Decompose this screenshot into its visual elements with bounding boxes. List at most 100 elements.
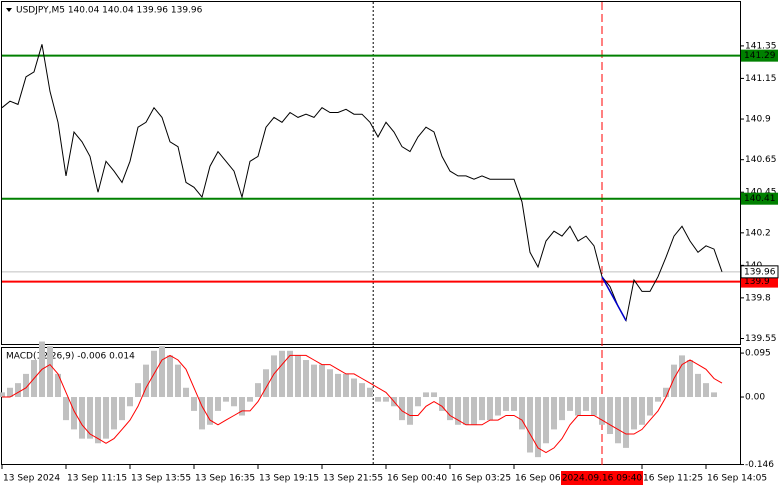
macd-bar (471, 397, 477, 425)
cursor-label: 2024.09.16 09:40 (562, 474, 643, 484)
y-tick-label: 140.65 (745, 155, 777, 165)
macd-bar (55, 373, 61, 398)
macd-bar (567, 397, 573, 411)
x-tick-label: 16 Sep 00:40 (387, 474, 447, 484)
macd-panel (1, 347, 741, 465)
macd-bar (95, 397, 101, 444)
current-price-box (740, 265, 779, 279)
macd-bar (711, 392, 717, 398)
y-tick-label: 141.35 (745, 41, 777, 51)
macd-bar (159, 346, 165, 398)
macd-bar (679, 355, 685, 398)
macd-bar (247, 397, 253, 402)
macd-bar (127, 397, 133, 407)
macd-bar (351, 378, 357, 398)
macd-bar (543, 397, 549, 444)
macd-bar (423, 392, 429, 398)
macd-bar (455, 397, 461, 425)
macd-bar (239, 397, 245, 416)
macd-bar (559, 397, 565, 421)
x-tick-label: 13 Sep 13:55 (131, 474, 191, 484)
macd-bar (519, 397, 525, 430)
macd-bar (199, 397, 205, 430)
macd-bar (399, 397, 405, 421)
y-tick-label: 0.00 (745, 393, 765, 403)
macd-bar (167, 355, 173, 398)
y-tick-label: -0.146 (745, 460, 774, 470)
macd-bar (7, 387, 13, 398)
level-label: 139.9 (744, 277, 770, 287)
macd-bar (367, 387, 373, 398)
macd-bar (191, 397, 197, 411)
macd-bar (103, 397, 109, 439)
macd-bar (591, 397, 597, 416)
macd-bar (575, 397, 581, 416)
level-label-box (741, 192, 778, 205)
macd-bar (623, 397, 629, 448)
macd-bar (47, 346, 53, 398)
macd-bar (447, 397, 453, 421)
price-line (1, 44, 723, 323)
macd-bar (463, 397, 469, 425)
macd-bar (311, 364, 317, 398)
cursor-label-box (561, 471, 643, 485)
macd-bar (495, 397, 501, 416)
macd-bar (287, 350, 293, 398)
x-tick-label: 16 Sep 14:05 (707, 474, 767, 484)
x-tick-label: 16 Sep 03:25 (451, 474, 511, 484)
macd-bar (63, 397, 69, 421)
macd-bar (655, 397, 661, 402)
macd-bar (143, 364, 149, 398)
macd-bar (263, 369, 269, 398)
macd-bar (319, 364, 325, 398)
macd-title: MACD(12,26,9) -0.006 0.014 (6, 352, 135, 362)
macd-bar (631, 397, 637, 430)
x-tick-label: 13 Sep 19:15 (259, 474, 319, 484)
current-price-label: 139.96 (744, 267, 776, 277)
macd-bar (15, 383, 21, 398)
macd-bar (535, 397, 541, 458)
macd-bar (599, 397, 605, 425)
macd-bar (343, 373, 349, 398)
menu-icon (6, 8, 12, 12)
macd-bar (23, 373, 29, 398)
level-label-box (741, 49, 778, 62)
y-tick-label: 140.2 (745, 228, 771, 238)
macd-bar (639, 397, 645, 425)
macd-bar (223, 397, 229, 402)
macd-bar (327, 369, 333, 398)
macd-bar (663, 387, 669, 398)
macd-bar (431, 392, 437, 398)
macd-bar (335, 373, 341, 398)
y-tick-label: 140.9 (745, 115, 771, 125)
macd-bar (175, 364, 181, 398)
macd-bar (0, 392, 5, 398)
macd-bar (231, 397, 237, 407)
macd-bar (607, 397, 613, 435)
macd-bar (119, 397, 125, 421)
trend-line (601, 276, 627, 321)
macd-bar (383, 397, 389, 402)
macd-bar (111, 397, 117, 430)
macd-bar (303, 360, 309, 398)
macd-bar (695, 373, 701, 398)
level-label: 141.29 (744, 51, 776, 61)
macd-bar (439, 397, 445, 411)
x-tick-label: 13 Sep 21:55 (323, 474, 383, 484)
macd-bar (511, 397, 517, 411)
macd-bar (207, 397, 213, 425)
macd-bar (375, 397, 381, 402)
y-tick-label: 140.45 (745, 188, 777, 198)
macd-bar (87, 397, 93, 439)
macd-bar (135, 383, 141, 398)
signal-line (2, 354, 723, 454)
macd-bar (487, 397, 493, 421)
macd-bar (271, 355, 277, 398)
macd-bar (527, 397, 533, 453)
macd-bar (79, 397, 85, 439)
macd-bar (359, 383, 365, 398)
macd-bar (615, 397, 621, 444)
macd-bar (551, 397, 557, 430)
